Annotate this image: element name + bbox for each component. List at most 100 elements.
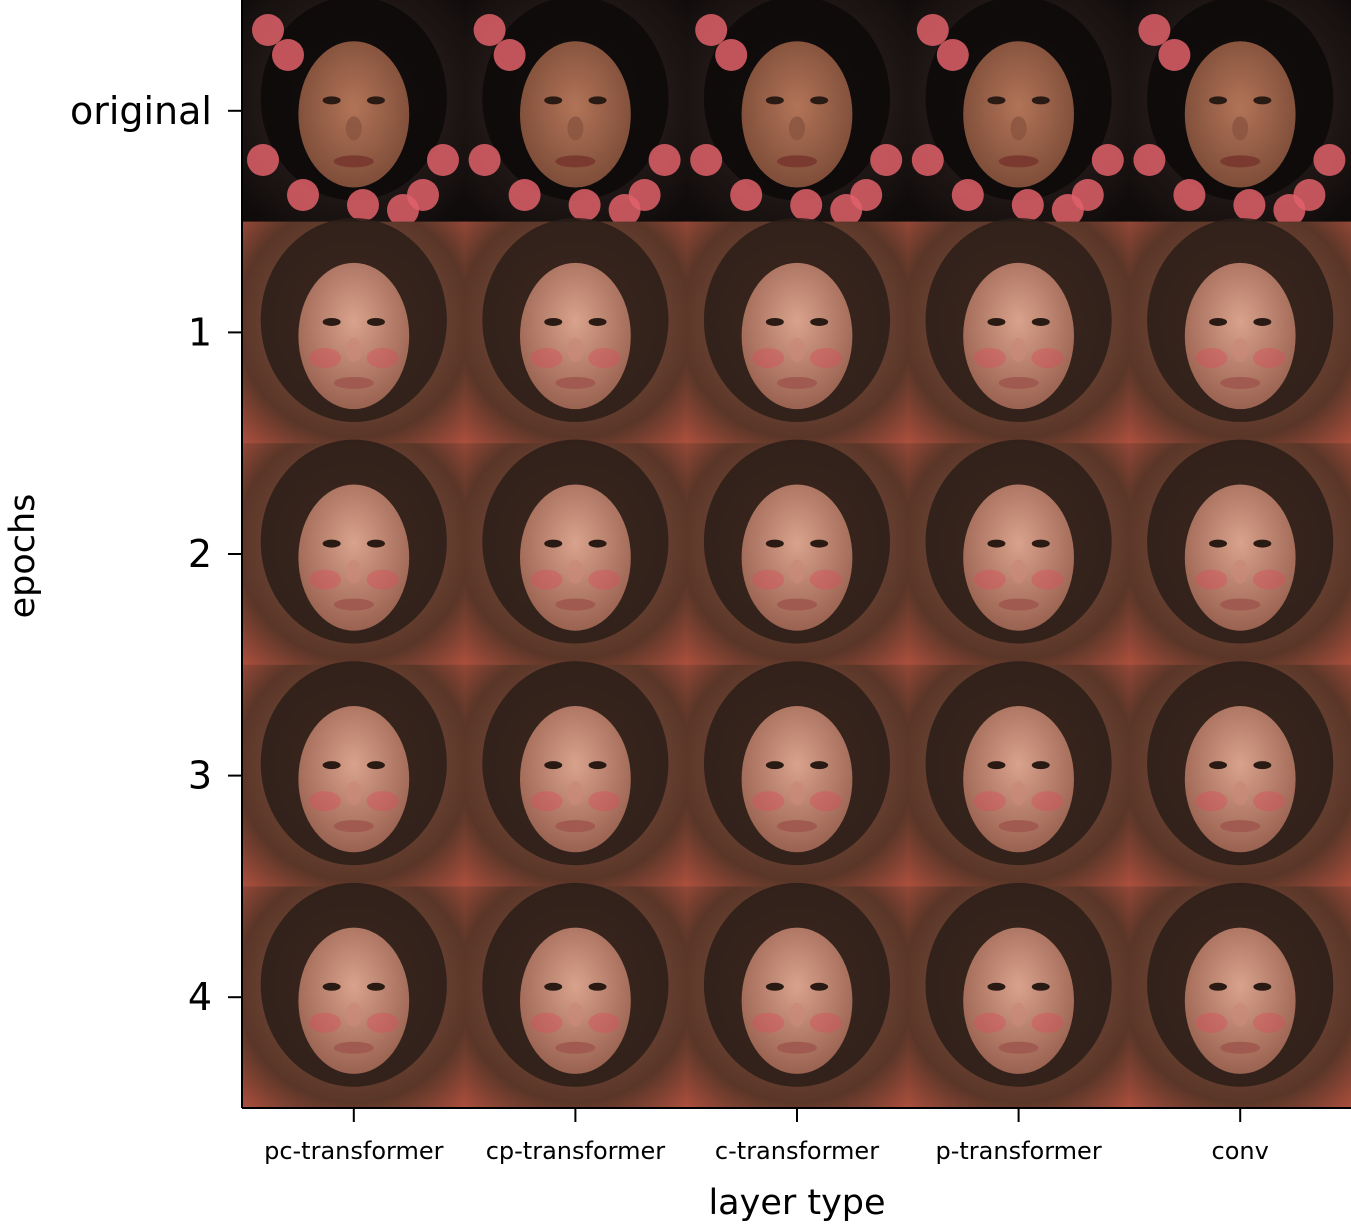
eye-shape <box>588 96 607 105</box>
face-shape <box>1184 927 1296 1074</box>
y-tick-label: 4 <box>188 975 212 1019</box>
nose-shape <box>567 337 584 362</box>
mouth-shape <box>333 1041 374 1054</box>
nose-shape <box>345 1002 362 1027</box>
grid-cell <box>686 882 909 1109</box>
cheek-blush <box>366 791 399 812</box>
eye-shape <box>588 317 607 326</box>
flower-shape <box>790 189 823 221</box>
flower-shape <box>608 194 641 226</box>
flower-shape <box>1313 144 1346 176</box>
grid-cell <box>907 218 1130 444</box>
cheek-blush <box>1195 569 1228 590</box>
flower-shape <box>690 144 723 176</box>
flower-shape <box>830 194 863 226</box>
y-tick-label: 2 <box>188 532 212 576</box>
grid-cell <box>464 882 687 1109</box>
grid-cell <box>1129 218 1351 444</box>
mouth-shape <box>777 1041 817 1054</box>
flower-shape <box>272 39 304 71</box>
flower-shape <box>1138 14 1171 46</box>
nose-shape <box>1232 116 1249 141</box>
eye-shape <box>1253 539 1272 548</box>
flower-shape <box>1158 39 1191 71</box>
grid-cell <box>243 0 466 226</box>
cheek-blush <box>1253 1012 1286 1033</box>
cheek-blush <box>973 791 1006 812</box>
face-shape <box>520 484 631 631</box>
mouth-shape <box>333 598 374 611</box>
grid-cell <box>243 882 466 1109</box>
eye-shape <box>1209 317 1228 326</box>
x-tick-label: cp-transformer <box>486 1137 666 1165</box>
eye-shape <box>322 317 341 326</box>
flower-shape <box>916 14 949 46</box>
face-shape <box>298 927 410 1074</box>
face-shape <box>963 484 1074 631</box>
nose-shape <box>567 116 584 141</box>
eye-shape <box>987 982 1006 991</box>
nose-shape <box>1010 116 1027 141</box>
nose-shape <box>345 116 362 141</box>
flower-shape <box>951 179 984 211</box>
face-shape <box>963 706 1074 853</box>
mouth-shape <box>1220 598 1261 611</box>
eye-shape <box>765 539 784 548</box>
face-shape <box>1184 41 1296 188</box>
cheek-blush <box>1195 1012 1228 1033</box>
nose-shape <box>1010 1002 1027 1027</box>
grid-cell <box>1129 0 1351 226</box>
flower-shape <box>911 144 944 176</box>
eye-shape <box>588 761 607 770</box>
eye-shape <box>810 317 829 326</box>
cheek-blush <box>308 347 341 368</box>
cheek-blush <box>1253 347 1286 368</box>
eye-shape <box>322 539 341 548</box>
flower-shape <box>493 39 526 71</box>
eye-shape <box>544 96 563 105</box>
eye-shape <box>366 96 385 105</box>
eye-shape <box>810 761 829 770</box>
flower-shape <box>247 144 279 176</box>
face-shape <box>963 41 1074 188</box>
nose-shape <box>567 781 584 806</box>
eye-shape <box>588 539 607 548</box>
eye-shape <box>1209 982 1228 991</box>
cheek-blush <box>308 1012 341 1033</box>
cheek-blush <box>809 791 842 812</box>
x-axis-title: layer type <box>708 1183 885 1223</box>
cheek-blush <box>973 1012 1006 1033</box>
cheek-blush <box>308 569 341 590</box>
cheek-blush <box>366 1012 399 1033</box>
mouth-shape <box>555 820 596 833</box>
face-shape <box>1184 484 1296 631</box>
eye-shape <box>1209 761 1228 770</box>
eye-shape <box>322 96 341 105</box>
nose-shape <box>1232 781 1249 806</box>
eye-shape <box>810 982 829 991</box>
mouth-shape <box>333 155 374 168</box>
cheek-blush <box>809 347 842 368</box>
grid-cell <box>686 218 909 444</box>
mouth-shape <box>555 598 596 611</box>
mouth-shape <box>555 1041 596 1054</box>
grid-cell <box>1129 439 1351 666</box>
flower-shape <box>568 189 601 221</box>
eye-shape <box>765 96 784 105</box>
flower-shape <box>1273 194 1306 226</box>
nose-shape <box>1010 781 1027 806</box>
eye-shape <box>765 761 784 770</box>
eye-shape <box>987 539 1006 548</box>
eye-shape <box>987 761 1006 770</box>
flower-shape <box>508 179 541 211</box>
flower-shape <box>715 39 748 71</box>
face-shape <box>963 262 1074 410</box>
eye-shape <box>366 761 385 770</box>
eye-shape <box>366 317 385 326</box>
grid-cell <box>243 439 466 666</box>
flower-shape <box>468 144 501 176</box>
cheek-blush <box>752 791 785 812</box>
x-ticks: pc-transformer cp-transformer c-transforme… <box>264 1108 1269 1165</box>
face-shape <box>298 484 410 631</box>
eye-shape <box>765 317 784 326</box>
